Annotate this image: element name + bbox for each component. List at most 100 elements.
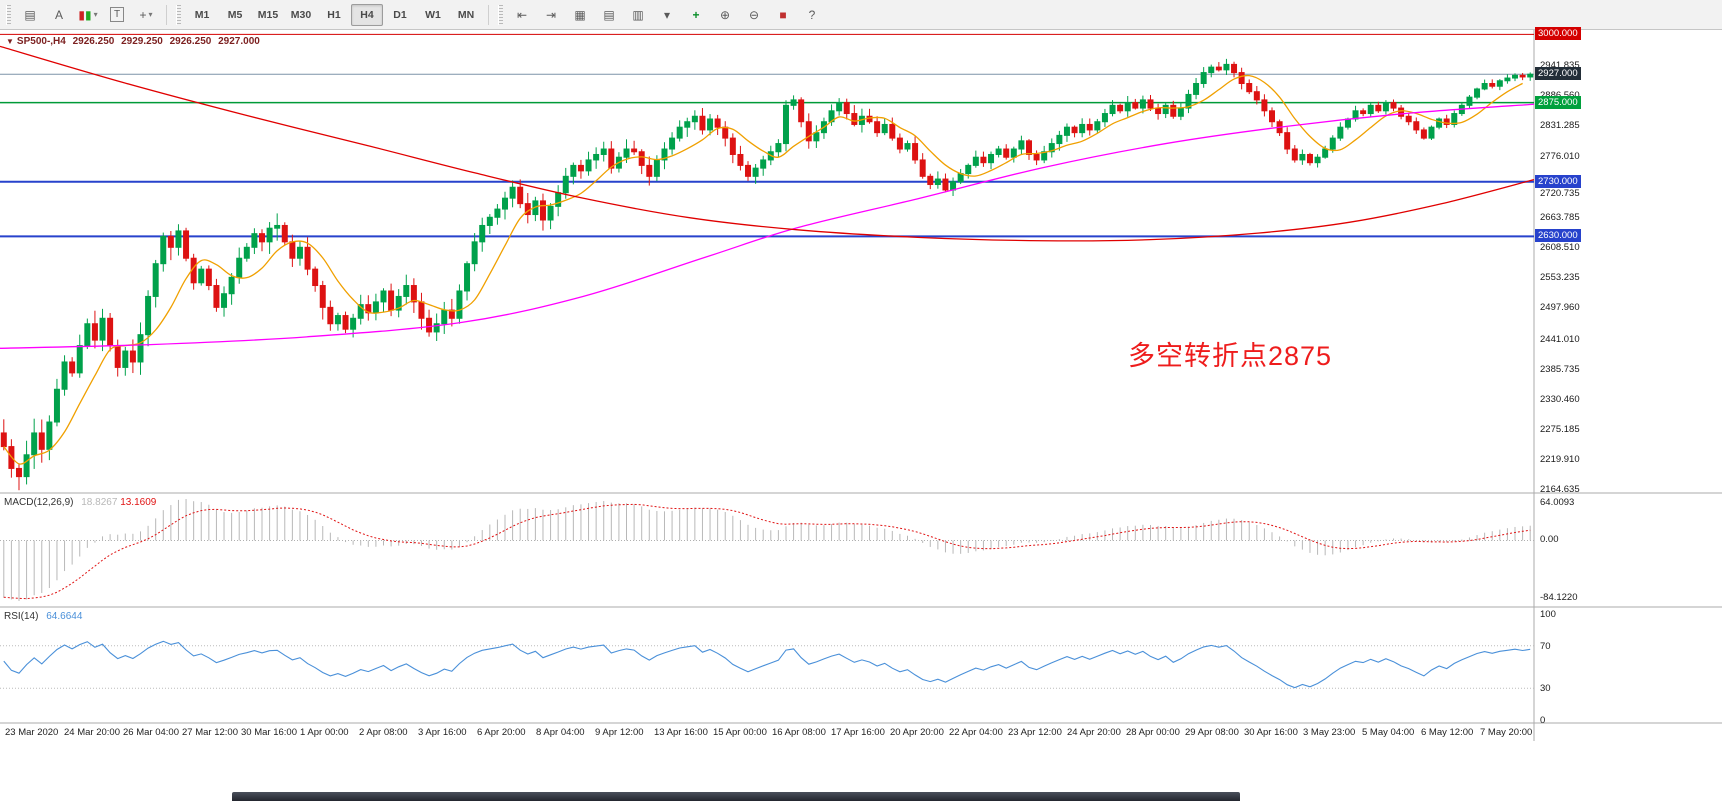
timeframe-m30[interactable]: M30 [290,8,312,21]
time-axis-label: 7 May 20:00 [1480,727,1533,738]
timeframe-w1[interactable]: W1 [425,8,441,21]
annotation-letter-icon[interactable]: A [45,3,73,27]
price-tag-2927.000: 2927.000 [1535,67,1581,81]
new-order-icon[interactable]: + [682,3,710,27]
tile-horizontal-icon-glyph: ▤ [603,7,615,22]
chart-dropdown-icon[interactable]: ▼ [6,37,14,46]
rsi-axis-0: 0 [1540,715,1546,726]
price-axis-label: 2275.185 [1540,424,1580,436]
toolbar-grip[interactable] [176,4,181,25]
chart-type-candlestick-icon[interactable]: ▮ ▮ ▾ [74,3,102,27]
price-axis-label: 2164.635 [1540,484,1580,496]
charts-list-icon[interactable]: ▤ [16,3,44,27]
stop-icon[interactable]: ■ [769,3,797,27]
zoom-in-icon[interactable]: ⊕ [711,3,739,27]
time-axis[interactable] [0,723,1534,741]
price-axis[interactable] [1534,30,1606,723]
chart-shift-icon[interactable]: ⇥ [537,3,565,27]
text-tool-icon[interactable]: T [103,3,131,27]
scroll-chart-left-icon[interactable]: ⇤ [508,3,536,27]
chart-window[interactable]: ▼ SP500-,H4 2926.250 2929.250 2926.250 29… [0,27,1722,801]
macd-axis-max: 64.0093 [1540,497,1575,508]
price-axis-label: 2330.460 [1540,393,1580,405]
timeframe-d1[interactable]: D1 [393,8,407,21]
price-axis-label: 2385.735 [1540,363,1580,375]
macd-main-value: 18.8267 [81,497,118,508]
chart-canvas[interactable] [0,30,1722,801]
chart-title: ▼ SP500-,H4 2926.250 2929.250 2926.250 29… [6,36,264,47]
rsi-name: RSI(14) [4,611,39,622]
time-axis-label: 6 Apr 20:00 [477,727,526,738]
time-axis-label: 6 May 12:00 [1421,727,1474,738]
rsi-axis-30: 30 [1540,683,1551,695]
time-axis-label: 9 Apr 12:00 [595,727,644,738]
time-axis-label: 1 Apr 00:00 [300,727,349,738]
scroll-chart-left-icon-glyph: ⇤ [516,7,528,22]
taskbar-sliver[interactable] [232,792,1240,801]
time-axis-label: 2 Apr 08:00 [359,727,408,738]
ma-line-red[interactable] [0,45,1535,242]
timeframe-mn[interactable]: MN [457,8,475,21]
price-axis-label: 2941.835 [1540,60,1580,72]
text-tool-icon-glyph: T [109,7,125,22]
tile-horizontal-icon[interactable]: ▤ [595,3,623,27]
time-axis-label: 28 Apr 00:00 [1126,727,1180,738]
timeframe-m5[interactable]: M5 [227,8,243,21]
crosshair-tool-icon[interactable]: + ▾ [132,3,160,27]
toolbar-grip[interactable] [6,4,11,25]
chart-type-candlestick-icon-dropdown-arrow: ▾ [93,10,98,19]
price-tag-3000.000: 3000.000 [1535,27,1581,41]
price-axis-label: 2497.960 [1540,302,1580,314]
moving-averages [0,45,1535,465]
toolbar-right-group: ⇤ ⇥ ▦ ▤ ▥ ▾ + ⊕ ⊖ ■? [508,3,826,27]
annotation-letter-icon-glyph: A [54,7,63,22]
price-axis-label: 2831.285 [1540,120,1580,132]
arrange-dropdown-icon-glyph: ▾ [663,7,671,22]
time-axis-label: 29 Apr 08:00 [1185,727,1239,738]
chart-annotation-text[interactable]: 多空转折点2875 [1128,341,1333,371]
price-axis-label: 2720.735 [1540,187,1580,199]
toolbar-grip[interactable] [498,4,503,25]
time-axis-label: 8 Apr 04:00 [536,727,585,738]
time-axis-label: 13 Apr 16:00 [654,727,708,738]
time-axis-label: 24 Mar 20:00 [64,727,120,738]
arrange-dropdown-icon[interactable]: ▾ [653,3,681,27]
macd-axis-zero: 0.00 [1540,534,1559,546]
chart-type-candlestick-icon-glyph: ▮ [84,7,92,22]
timeframe-h1[interactable]: H1 [327,8,341,21]
chart-symbol-period: SP500-,H4 [16,36,66,47]
rsi-indicator-label: RSI(14) 64.6644 [4,611,82,622]
timeframe-m1[interactable]: M1 [194,8,210,21]
level-lines[interactable] [0,33,1534,238]
time-axis-label: 26 Mar 04:00 [123,727,179,738]
zoom-out-icon[interactable]: ⊖ [740,3,768,27]
tile-windows-icon-glyph: ▦ [574,7,586,22]
timeframe-h4[interactable]: H4 [351,3,383,26]
ohlc-close: 2927.000 [218,36,260,47]
time-axis-label: 24 Apr 20:00 [1067,727,1121,738]
stop-icon-glyph: ■ [779,7,787,22]
price-tag-2875.000: 2875.000 [1535,95,1581,109]
ma-line-orange[interactable] [3,74,1523,465]
main-toolbar: ▤ A ▮ ▮ ▾ T + ▾ M1 M5 M15 M30 H1 H4 D1 W1 MN ⇤ ⇥ ▦ ▤ ▥ ▾ + ⊕ ⊖ ■… [0,0,1722,30]
rsi-value: 64.6644 [46,611,83,622]
chart-type-candlestick-icon-glyph: ▮ [78,7,85,22]
timeframe-m15[interactable]: M15 [257,8,279,21]
price-axis-label: 2441.010 [1540,333,1580,345]
rsi-axis-100: 100 [1540,609,1556,620]
rsi-axis-70: 70 [1540,640,1551,652]
price-axis-label: 2553.235 [1540,272,1580,284]
tile-vertical-icon[interactable]: ▥ [624,3,652,27]
price-axis-label: 2608.510 [1540,242,1580,254]
price-tag-2630.000: 2630.000 [1535,229,1581,243]
macd-signal-line [3,503,1531,600]
toolbar-separator [166,4,167,25]
macd-signal-value: 13.1609 [120,497,157,508]
time-axis-label: 3 May 23:00 [1303,727,1356,738]
time-axis-label: 20 Apr 20:00 [890,727,944,738]
help-icon[interactable]: ? [798,3,826,27]
ma-line-magenta[interactable] [0,103,1535,349]
tile-windows-icon[interactable]: ▦ [566,3,594,27]
time-axis-label: 5 May 04:00 [1362,727,1415,738]
macd-histogram [3,499,1531,601]
